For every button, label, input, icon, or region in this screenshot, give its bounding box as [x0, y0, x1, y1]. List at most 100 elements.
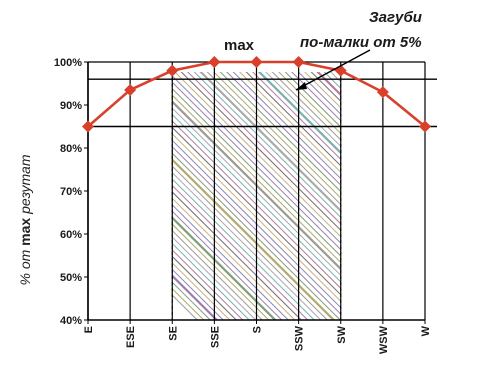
hatch-line	[172, 113, 341, 283]
hatch-line	[451, 62, 501, 320]
hatch-line	[174, 72, 341, 238]
y-tick-label: 40%	[60, 315, 82, 327]
hatch-line	[193, 72, 341, 219]
hatch-line	[172, 139, 341, 309]
x-tick-label: SSE	[209, 326, 221, 348]
hatch-line	[278, 72, 341, 135]
hatch-line	[399, 62, 501, 320]
hatch-line	[316, 72, 341, 97]
max-label: max	[224, 37, 255, 54]
hatch-line	[336, 72, 341, 77]
hatch-line	[284, 72, 341, 128]
hatch-line	[271, 72, 341, 141]
hatch-line	[172, 242, 250, 320]
hatch-line	[483, 62, 501, 320]
hatch-line	[213, 72, 341, 199]
loss-pointer-arrowhead	[296, 82, 307, 90]
x-tick-label: WSW	[378, 325, 390, 354]
x-tick-label: S	[252, 326, 264, 333]
hatch-line	[199, 72, 341, 213]
hatch-line	[265, 72, 341, 148]
hatch-line	[172, 126, 341, 296]
loss-label-line2: по-малки от 5%	[300, 34, 422, 51]
hatch-line	[232, 72, 341, 180]
hatch-line	[470, 62, 501, 320]
hatch-line	[206, 72, 341, 206]
y-tick-label: 50%	[60, 272, 82, 284]
hatch-line	[172, 107, 341, 277]
hatch-line	[490, 62, 501, 320]
hatch-line	[172, 165, 328, 320]
hatch-line	[438, 62, 501, 320]
data-point	[250, 56, 263, 68]
hatch-line	[172, 229, 263, 320]
x-tick-label: SE	[167, 326, 179, 341]
loss-label-line1: Загуби	[369, 9, 422, 26]
hatch-line	[172, 133, 341, 302]
data-point	[124, 83, 137, 96]
y-tick-label: 90%	[60, 100, 82, 112]
y-tick-label: 60%	[60, 229, 82, 241]
hatch-line	[172, 94, 341, 264]
hatch-line	[334, 62, 501, 320]
x-tick-label: SSW	[294, 325, 306, 351]
hatch-line	[172, 236, 257, 320]
data-point	[419, 120, 431, 133]
data-point	[376, 86, 389, 99]
x-tick-label: W	[420, 325, 432, 336]
hatch-line	[496, 62, 501, 320]
hatch-line	[172, 100, 341, 271]
hatch-line	[172, 274, 218, 320]
x-tick-label: ESE	[125, 326, 137, 348]
reference-lines	[88, 78, 437, 128]
data-point	[292, 56, 305, 68]
hatched-region	[171, 62, 501, 320]
hatch-line	[226, 72, 341, 186]
hatch-line	[172, 204, 289, 320]
hatch-line	[392, 62, 501, 320]
hatch-line	[172, 223, 270, 320]
hatch-line	[297, 72, 341, 115]
y-axis-label: % от max резутат	[17, 154, 33, 285]
hatch-line	[386, 62, 501, 320]
hatch-line	[323, 72, 341, 90]
hatch-line	[172, 158, 335, 320]
hatch-line	[304, 72, 341, 109]
hatch-line	[172, 184, 309, 320]
hatch-line	[172, 210, 283, 320]
hatch-line	[257, 72, 341, 155]
hatch-line	[330, 72, 341, 83]
hatch-line	[464, 62, 501, 320]
hatch-lines	[172, 62, 501, 320]
hatch-line	[172, 146, 341, 315]
hatch-line	[444, 62, 501, 320]
grid	[87, 62, 426, 320]
hatch-line	[172, 197, 296, 320]
hatch-line	[360, 62, 501, 320]
hatch-line	[366, 62, 501, 320]
hatch-line	[457, 62, 501, 320]
hatch-line	[340, 62, 501, 320]
hatch-line	[172, 262, 231, 320]
hatch-line	[172, 268, 224, 320]
hatch-line	[291, 72, 341, 122]
x-tick-label: SW	[336, 325, 348, 343]
hatch-line	[353, 62, 501, 320]
hatch-line	[172, 178, 315, 320]
hatch-line	[172, 255, 237, 320]
hatch-line	[172, 88, 341, 257]
data-point	[166, 64, 179, 77]
hatch-line	[172, 75, 341, 244]
y-ticks: 40% 50% 60% 70% 80% 90% 100%	[54, 57, 88, 327]
hatch-line	[245, 72, 341, 167]
hatch-line	[425, 62, 501, 320]
hatch-line	[172, 171, 322, 320]
hatch-line	[172, 152, 341, 320]
hatch-line	[172, 120, 341, 289]
hatch-line	[252, 72, 341, 160]
x-tick-label: E	[83, 326, 95, 333]
hatch-line	[239, 72, 341, 173]
data-point	[208, 56, 221, 68]
hatch-line	[172, 249, 244, 320]
